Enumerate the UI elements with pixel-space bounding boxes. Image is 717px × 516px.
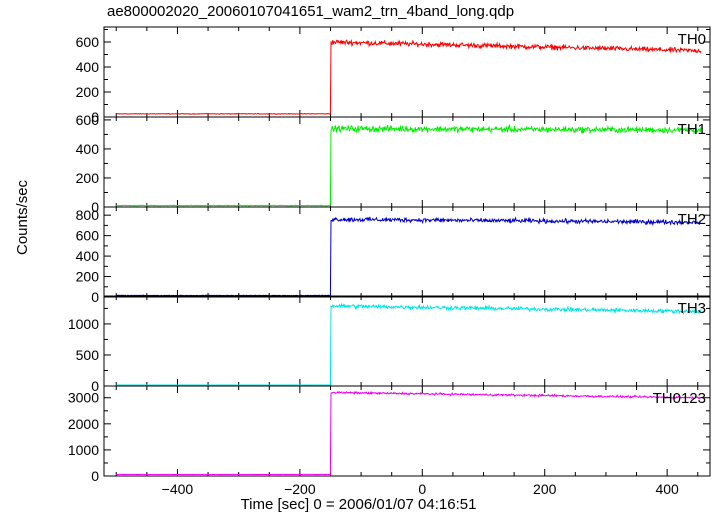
y-tick-label: 0: [91, 289, 99, 305]
y-tick-label: 400: [76, 59, 100, 75]
y-tick-label: 0: [91, 109, 99, 125]
y-tick-label: 200: [76, 170, 100, 186]
panel-frame: [103, 385, 711, 477]
y-tick-label: 400: [76, 248, 100, 264]
x-tick-label: 200: [533, 481, 557, 496]
panel-frame: [103, 206, 711, 298]
y-tick-label: 600: [76, 34, 100, 50]
y-tick-label: 3000: [68, 390, 99, 406]
y-tick-label: 1000: [68, 316, 99, 332]
series-label: TH2: [678, 211, 706, 228]
series-label: TH1: [678, 121, 706, 138]
series-line-th1: [116, 123, 702, 207]
y-tick-label: 400: [76, 141, 100, 157]
panel-frame: [103, 26, 711, 118]
y-tick-label: 600: [76, 112, 100, 128]
x-tick-label: 0: [418, 481, 426, 496]
y-tick-label: 800: [76, 207, 100, 223]
series-label: TH0123: [653, 390, 706, 407]
x-tick-label: −400: [162, 481, 194, 496]
chart-plot-area: 0 200 400 600 TH0 0 200 400 600 TH1 0 200 400 600 800 T…: [68, 26, 711, 496]
series-line-th3: [116, 302, 702, 386]
y-tick-label: 0: [91, 199, 99, 215]
series-line-th2: [116, 216, 701, 297]
series-line-th0: [116, 38, 702, 115]
y-tick-label: 200: [76, 269, 100, 285]
x-tick-label: 400: [655, 481, 679, 496]
y-tick-label: 2000: [68, 416, 99, 432]
series-label: TH0: [678, 31, 706, 48]
y-tick-label: 0: [91, 378, 99, 394]
y-tick-label: 1000: [68, 442, 99, 458]
series-line-th0123: [116, 390, 702, 476]
panel-th0: 0 200 400 600 TH0: [76, 26, 711, 125]
series-label: TH3: [678, 300, 706, 317]
panel-th1: 0 200 400 600 TH1: [76, 112, 711, 215]
panel-th2: 0 200 400 600 800 TH2: [76, 206, 711, 305]
y-tick-label: 600: [76, 228, 100, 244]
panel-th0123: 0 1000 2000 3000 TH0123: [68, 385, 711, 484]
x-axis-label: Time [sec] 0 = 2006/01/07 04:16:51: [240, 496, 477, 513]
y-tick-label: 0: [91, 468, 99, 484]
y-tick-label: 200: [76, 84, 100, 100]
panel-th3: 0 500 1000 TH3: [68, 295, 711, 394]
chart-title: ae800002020_20060107041651_wam2_trn_4ban…: [107, 3, 515, 20]
y-tick-label: 500: [76, 347, 100, 363]
x-tick-label: −200: [284, 481, 316, 496]
